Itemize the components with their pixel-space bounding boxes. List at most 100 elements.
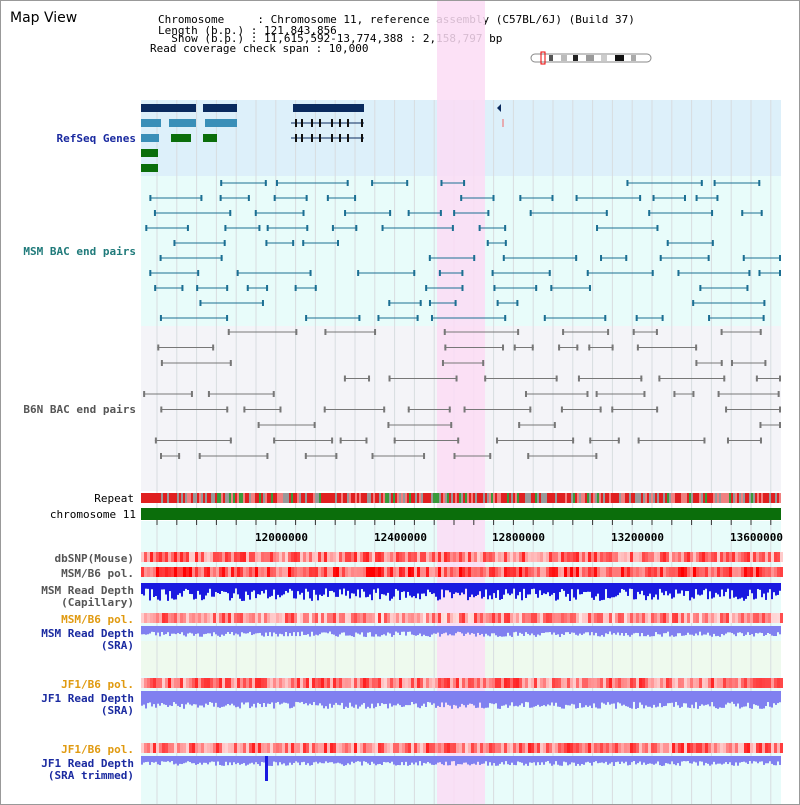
polymorphism-cell (276, 743, 279, 753)
read-depth-bar (563, 583, 565, 591)
read-depth-bar (587, 691, 589, 707)
polymorphism-cell (393, 552, 396, 562)
read-depth-bar (629, 583, 631, 589)
read-depth-bar (525, 691, 527, 702)
polymorphism-cell (774, 613, 777, 623)
polymorphism-cell (480, 678, 483, 688)
read-depth-bar (629, 691, 631, 708)
polymorphism-cell (552, 552, 555, 562)
read-depth-bar (619, 691, 621, 704)
polymorphism-cell (708, 678, 711, 688)
polymorphism-cell (447, 567, 450, 577)
read-depth-bar (361, 583, 363, 590)
read-depth-bar (539, 756, 541, 765)
read-depth-bar (197, 691, 199, 708)
read-depth-bar (381, 583, 383, 595)
polymorphism-cell (504, 613, 507, 623)
read-depth-bar (637, 756, 639, 764)
read-depth-bar (553, 756, 555, 765)
polymorphism-cell (363, 743, 366, 753)
read-depth-bar (181, 626, 183, 633)
read-depth-bar (149, 756, 151, 765)
read-depth-bar (225, 626, 227, 634)
read-depth-bar (237, 626, 239, 635)
read-depth-bar (187, 583, 189, 590)
read-depth-bar (263, 756, 265, 763)
repeat-segment (619, 493, 621, 503)
read-depth-bar (487, 583, 489, 600)
read-depth-bar (695, 583, 697, 590)
read-depth-bar (743, 583, 745, 601)
polymorphism-cell (159, 613, 162, 623)
read-depth-bar (601, 583, 603, 601)
read-depth-bar (737, 691, 739, 704)
repeat-segment (491, 493, 493, 503)
read-depth-bar (281, 626, 283, 635)
read-depth-bar (347, 583, 349, 591)
read-depth-bar (313, 756, 315, 763)
read-depth-bar (441, 583, 443, 590)
read-depth-bar (309, 691, 311, 704)
read-depth-bar (673, 626, 675, 637)
repeat-segment (379, 493, 381, 503)
polymorphism-cell (420, 567, 423, 577)
polymorphism-cell (387, 743, 390, 753)
polymorphism-cell (285, 567, 288, 577)
read-depth-bar (537, 756, 539, 763)
polymorphism-cell (396, 567, 399, 577)
read-depth-bar (559, 583, 561, 593)
repeat-segment (587, 493, 589, 503)
polymorphism-cell (204, 613, 207, 623)
polymorphism-cell (411, 552, 414, 562)
ideogram-band (561, 55, 567, 61)
polymorphism-cell (387, 552, 390, 562)
polymorphism-cell (780, 613, 783, 623)
read-depth-bar (283, 756, 285, 764)
repeat-segment (369, 493, 371, 503)
polymorphism-cell (687, 678, 690, 688)
read-depth-bar (225, 691, 227, 706)
polymorphism-cell (411, 743, 414, 753)
polymorphism-cell (582, 613, 585, 623)
read-depth-bar (445, 583, 447, 591)
read-depth-bar (433, 691, 435, 704)
polymorphism-cell (432, 743, 435, 753)
repeat-segment (443, 493, 445, 503)
repeat-segment (291, 493, 293, 503)
polymorphism-cell (363, 613, 366, 623)
read-depth-bar (199, 691, 201, 706)
polymorphism-cell (315, 613, 318, 623)
read-depth-bar (623, 626, 625, 636)
read-depth-bar (235, 756, 237, 765)
read-depth-bar (641, 756, 643, 765)
read-depth-bar (159, 626, 161, 637)
polymorphism-cell (603, 678, 606, 688)
polymorphism-cell (537, 567, 540, 577)
bac-end (502, 344, 505, 351)
read-depth-bar (693, 756, 695, 762)
read-depth-bar (609, 756, 611, 764)
repeat-segment (409, 493, 411, 503)
polymorphism-cell (351, 678, 354, 688)
repeat-segment (445, 493, 447, 503)
read-depth-bar (151, 691, 153, 707)
repeat-segment (299, 493, 301, 503)
bac-end (453, 210, 456, 216)
read-depth-bar (657, 691, 659, 707)
read-depth-bar (603, 583, 605, 600)
read-depth-bar (445, 756, 447, 762)
polymorphism-cell (600, 552, 603, 562)
read-depth-bar (749, 756, 751, 762)
read-depth-bar (459, 583, 461, 596)
repeat-segment (469, 493, 471, 503)
polymorphism-cell (402, 613, 405, 623)
polymorphism-cell (402, 678, 405, 688)
repeat-segment (231, 493, 233, 503)
polymorphism-cell (339, 567, 342, 577)
polymorphism-cell (273, 743, 276, 753)
polymorphism-cell (543, 678, 546, 688)
read-depth-bar (591, 583, 593, 598)
read-depth-bar (283, 583, 285, 595)
bac-end (305, 315, 308, 321)
